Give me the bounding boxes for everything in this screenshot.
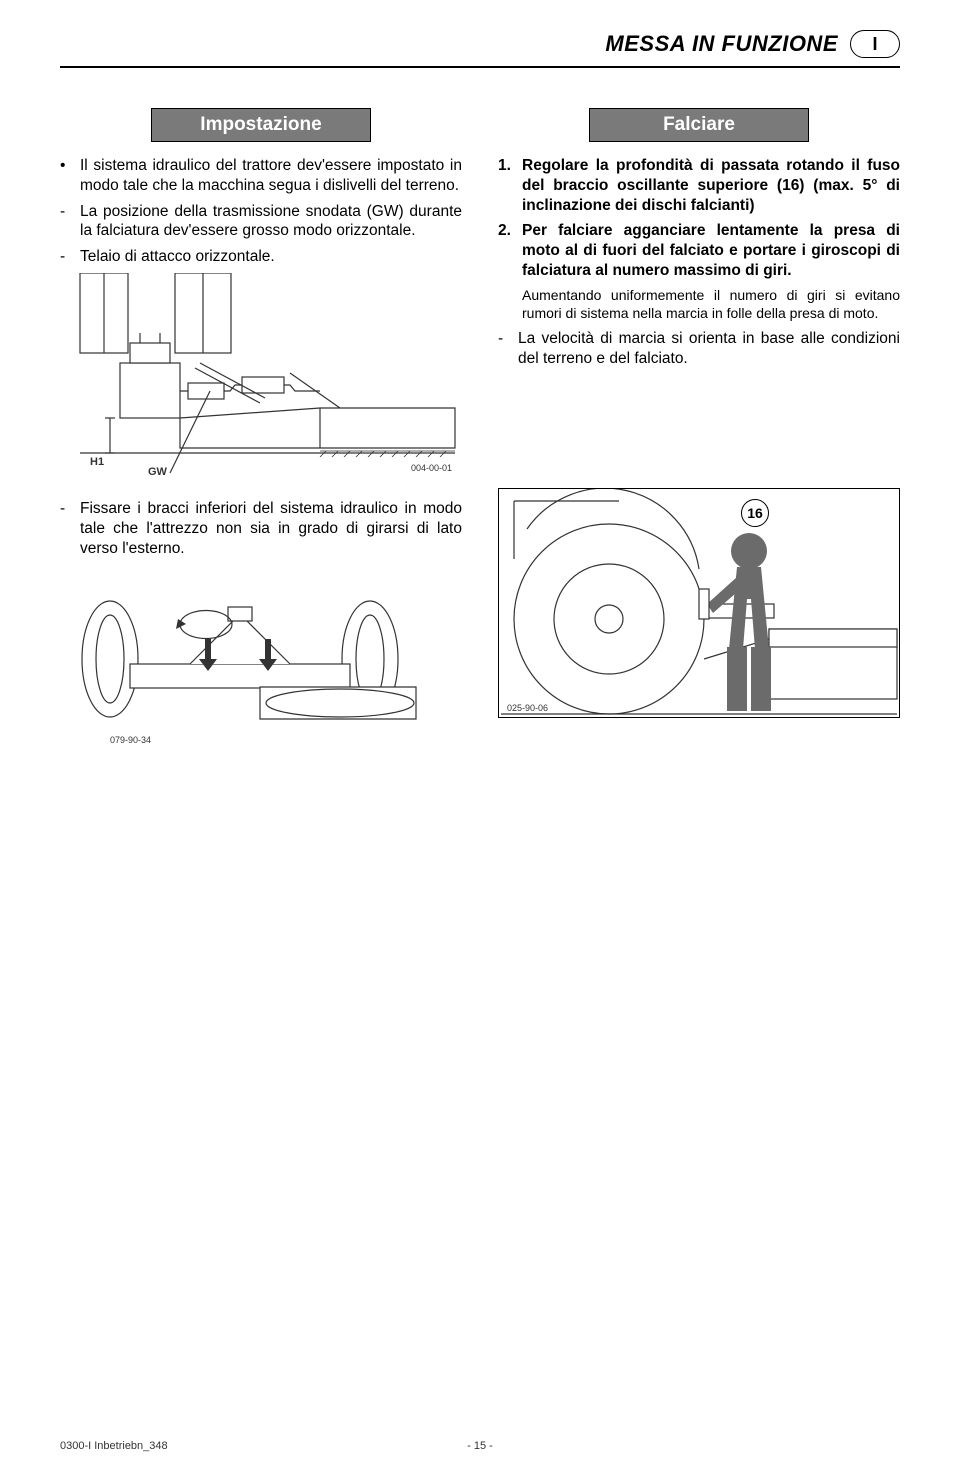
number-marker: 2.: [498, 221, 522, 280]
bullet-text: Il sistema idraulico del trattore dev'es…: [80, 156, 462, 196]
label-gw: GW: [148, 466, 167, 478]
bullet-item: • Il sistema idraulico del trattore dev'…: [60, 156, 462, 196]
diagram-rear-svg: [60, 569, 420, 749]
footer-doc-id: 0300-I Inbetriebn_348: [60, 1440, 168, 1452]
indent-paragraph: Aumentando uniformemente il numero di gi…: [522, 287, 900, 323]
dash-text: La velocità di marcia si orienta in base…: [518, 329, 900, 369]
dash-item: - La posizione della trasmissione snodat…: [60, 202, 462, 242]
dash-item: - Telaio di attacco orizzontale.: [60, 247, 462, 267]
diagram-code: 025-90-06: [507, 703, 548, 713]
footer-page-number: - 15 -: [467, 1440, 493, 1452]
numbered-item: 1. Regolare la profondità di passata rot…: [498, 156, 900, 215]
dash-marker: -: [498, 329, 518, 369]
dash-text: Telaio di attacco orizzontale.: [80, 247, 275, 267]
diagram-code: 004-00-01: [411, 463, 452, 473]
left-column: Impostazione • Il sistema idraulico del …: [60, 108, 462, 749]
bullet-marker: •: [60, 156, 80, 196]
number-marker: 1.: [498, 156, 522, 215]
diagram-code: 079-90-34: [110, 735, 151, 745]
header-title: MESSA IN FUNZIONE: [605, 31, 838, 57]
numbered-item: 2. Per falciare agganciare lentamente la…: [498, 221, 900, 280]
diagram-operator-svg: [499, 489, 899, 719]
header-rule: [60, 66, 900, 68]
language-badge: I: [850, 30, 900, 58]
diagram-hitch-side: H1 GW 004-00-01: [60, 273, 462, 483]
dash-item: - Fissare i bracci inferiori del sistema…: [60, 499, 462, 558]
page-header: MESSA IN FUNZIONE I: [60, 30, 900, 58]
dash-text: La posizione della trasmissione snodata …: [80, 202, 462, 242]
dash-marker: -: [60, 247, 80, 267]
dash-text: Fissare i bracci inferiori del sistema i…: [80, 499, 462, 558]
right-column: Falciare 1. Regolare la profondità di pa…: [498, 108, 900, 749]
diagram-operator: 16 025-90-06: [498, 488, 900, 718]
diagram-hitch-svg: [60, 273, 460, 483]
content-columns: Impostazione • Il sistema idraulico del …: [60, 108, 900, 749]
diagram-rear-view: 079-90-34: [60, 569, 462, 749]
page-footer: 0300-I Inbetriebn_348 - 15 -: [60, 1440, 900, 1452]
dash-marker: -: [60, 499, 80, 558]
label-h1: H1: [90, 456, 104, 468]
section-heading-falciare: Falciare: [589, 108, 809, 142]
numbered-text: Per falciare agganciare lentamente la pr…: [522, 221, 900, 280]
dash-marker: -: [60, 202, 80, 242]
numbered-text: Regolare la profondità di passata rotand…: [522, 156, 900, 215]
dash-item: - La velocità di marcia si orienta in ba…: [498, 329, 900, 369]
section-heading-impostazione: Impostazione: [151, 108, 371, 142]
